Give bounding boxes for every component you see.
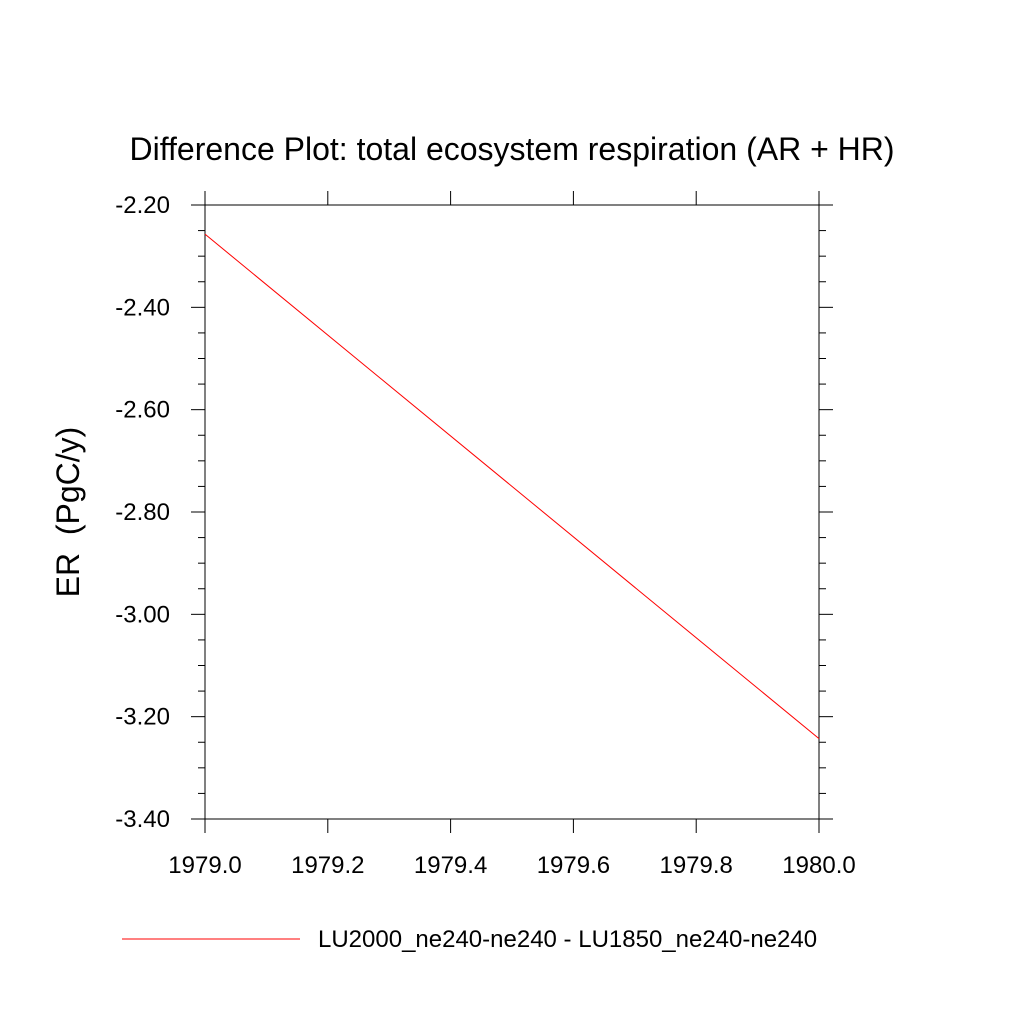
x-tick-label: 1979.2: [291, 852, 364, 879]
legend-label: LU2000_ne240-ne240 - LU1850_ne240-ne240: [318, 926, 817, 953]
x-tick-label: 1979.4: [414, 852, 487, 879]
series-lines: [204, 233, 820, 740]
y-tick-label: -3.40: [115, 806, 170, 833]
y-axis-ticks: [191, 204, 833, 820]
x-tick-label: 1979.0: [168, 852, 241, 879]
y-axis-tick-labels: -2.20 -2.40 -2.60 -2.80 -3.00 -3.20 -3.40: [115, 192, 170, 833]
legend: LU2000_ne240-ne240 - LU1850_ne240-ne240: [122, 926, 817, 953]
x-tick-label: 1979.8: [659, 852, 732, 879]
series-line: [204, 233, 820, 740]
x-tick-label: 1980.0: [782, 852, 855, 879]
y-tick-label: -2.20: [115, 192, 170, 219]
y-tick-label: -2.80: [115, 499, 170, 526]
y-tick-label: -3.00: [115, 601, 170, 628]
y-axis-label: ER (PgC/y): [50, 427, 86, 598]
x-axis-tick-labels: 1979.0 1979.2 1979.4 1979.6 1979.8 1980.0: [168, 852, 855, 879]
y-tick-label: -2.60: [115, 397, 170, 424]
x-axis-ticks: [204, 191, 820, 833]
chart-title: Difference Plot: total ecosystem respira…: [129, 131, 894, 167]
y-tick-label: -3.20: [115, 704, 170, 731]
plot-area-frame: [204, 204, 820, 820]
y-tick-label: -2.40: [115, 294, 170, 321]
x-tick-label: 1979.6: [537, 852, 610, 879]
